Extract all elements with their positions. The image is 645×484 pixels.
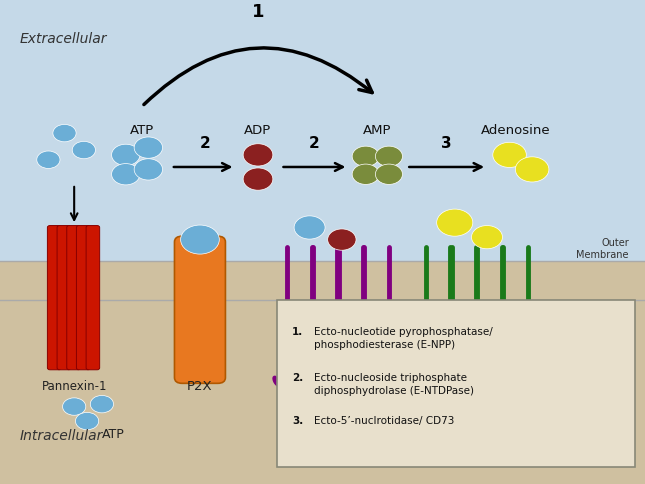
FancyArrowPatch shape xyxy=(144,48,372,105)
Circle shape xyxy=(75,412,99,430)
Text: 3.: 3. xyxy=(292,416,303,426)
Circle shape xyxy=(134,159,163,180)
Circle shape xyxy=(328,229,356,250)
Circle shape xyxy=(63,398,86,415)
Circle shape xyxy=(72,141,95,159)
Text: 3: 3 xyxy=(441,136,452,151)
Circle shape xyxy=(471,226,502,249)
Text: Intracellular: Intracellular xyxy=(19,429,103,442)
Text: 1.: 1. xyxy=(292,327,303,337)
FancyBboxPatch shape xyxy=(77,226,90,370)
Bar xyxy=(0,261,645,484)
FancyBboxPatch shape xyxy=(86,226,99,370)
Text: 2: 2 xyxy=(309,136,320,151)
Text: 2.: 2. xyxy=(292,373,303,383)
Text: 1: 1 xyxy=(252,3,264,21)
FancyBboxPatch shape xyxy=(174,236,226,383)
Text: AR: AR xyxy=(455,409,473,422)
Text: Pannexin-1: Pannexin-1 xyxy=(41,380,107,393)
Circle shape xyxy=(53,124,76,142)
Text: ADP: ADP xyxy=(244,124,272,137)
Circle shape xyxy=(437,209,473,236)
Circle shape xyxy=(243,168,273,190)
Circle shape xyxy=(375,164,402,184)
Text: P2Y: P2Y xyxy=(313,409,338,422)
Bar xyxy=(0,0,645,261)
Circle shape xyxy=(134,137,163,158)
Circle shape xyxy=(294,216,325,239)
FancyBboxPatch shape xyxy=(67,226,80,370)
Text: ATP: ATP xyxy=(101,428,124,441)
Circle shape xyxy=(112,144,140,166)
Text: Ecto-nucleotide pyrophosphatase/
phosphodiesterase (E-NPP): Ecto-nucleotide pyrophosphatase/ phospho… xyxy=(314,327,493,350)
Circle shape xyxy=(181,225,219,254)
Circle shape xyxy=(515,157,549,182)
Circle shape xyxy=(352,164,379,184)
Circle shape xyxy=(112,164,140,185)
FancyBboxPatch shape xyxy=(277,300,635,467)
Text: ATP: ATP xyxy=(130,124,154,137)
Circle shape xyxy=(493,142,526,167)
Text: Ecto-nucleoside triphosphate
diphosphydrolase (E-NTDPase): Ecto-nucleoside triphosphate diphosphydr… xyxy=(314,373,474,396)
Circle shape xyxy=(37,151,60,168)
Circle shape xyxy=(90,395,114,413)
FancyBboxPatch shape xyxy=(57,226,71,370)
FancyBboxPatch shape xyxy=(48,226,61,370)
Text: Extracellular: Extracellular xyxy=(19,32,107,45)
Text: Adenosine: Adenosine xyxy=(481,124,551,137)
Text: Inner
Membrane: Inner Membrane xyxy=(577,301,629,323)
Text: 2: 2 xyxy=(199,136,210,151)
Text: Outer
Membrane: Outer Membrane xyxy=(577,238,629,260)
Text: AMP: AMP xyxy=(363,124,392,137)
Text: Ecto-5’-nuclrotidase/ CD73: Ecto-5’-nuclrotidase/ CD73 xyxy=(314,416,455,426)
Circle shape xyxy=(352,146,379,166)
Circle shape xyxy=(375,146,402,166)
Circle shape xyxy=(243,144,273,166)
Text: P2X: P2X xyxy=(187,380,213,393)
